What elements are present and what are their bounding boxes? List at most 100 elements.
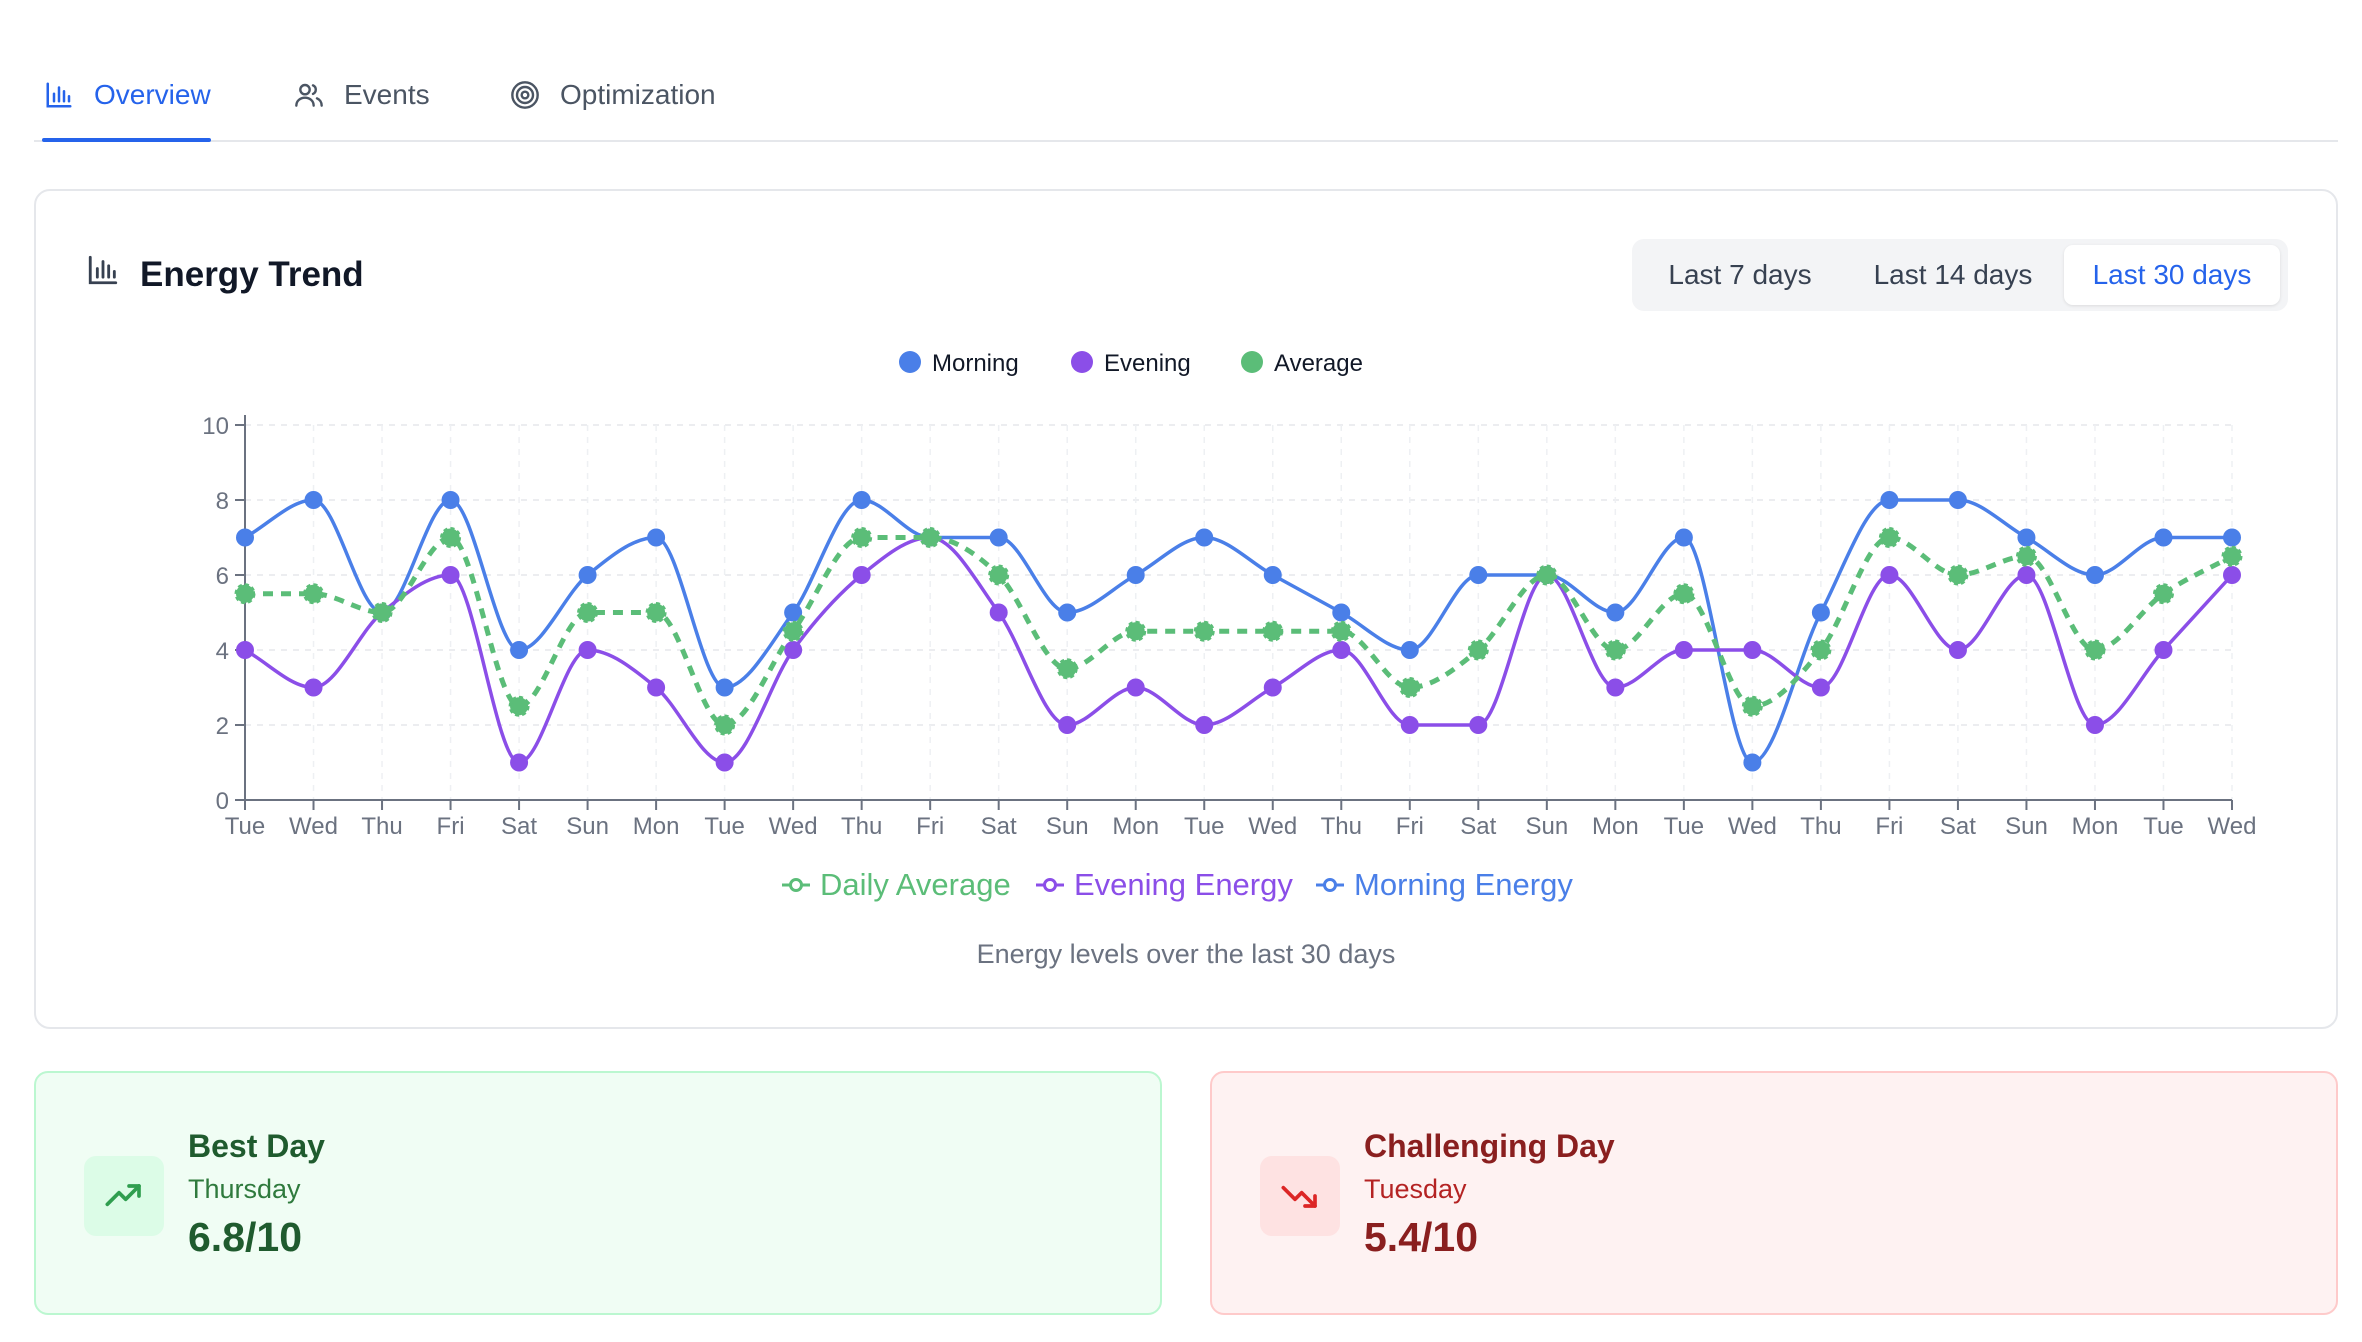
- evening-data-point: [989, 603, 1008, 622]
- morning-data-point: [1743, 753, 1762, 772]
- evening-data-point: [2223, 566, 2241, 584]
- average-data-point: [851, 527, 873, 548]
- morning-data-point: [989, 528, 1008, 547]
- legend-average-label: Average: [1274, 350, 1363, 377]
- best-day-name: Thursday: [188, 1174, 301, 1204]
- average-data-point: [1330, 620, 1352, 642]
- morning-data-point: [715, 678, 734, 697]
- evening-data-point: [1811, 678, 1830, 697]
- x-tick-label: Thu: [1321, 813, 1362, 840]
- evening-data-point: [1400, 716, 1419, 734]
- evening-data-point: [1332, 641, 1351, 659]
- average-data-point: [1399, 677, 1421, 698]
- average-data-point: [371, 602, 393, 623]
- tab-overview[interactable]: Overview: [42, 50, 211, 142]
- range-14-days-button[interactable]: Last 14 days: [1873, 259, 2033, 290]
- evening-data-point: [1126, 678, 1145, 697]
- trending-up-icon: [84, 1156, 164, 1236]
- x-tick-label: Wed: [2208, 813, 2257, 840]
- tab-bar: Overview Events Optimization: [34, 50, 2338, 142]
- evening-series-line: [244, 535, 2234, 765]
- card-title: Energy Trend: [86, 253, 364, 296]
- x-tick-label: Tue: [1664, 813, 1704, 840]
- x-tick-label: Wed: [769, 813, 818, 840]
- x-tick-label: Wed: [1728, 813, 1777, 840]
- x-tick-label: Mon: [2072, 813, 2119, 840]
- evening-data-point: [2017, 566, 2036, 584]
- energy-trend-card: Energy Trend Last 7 days Last 14 days La…: [34, 189, 2338, 1029]
- average-data-point: [2015, 545, 2037, 567]
- target-icon: [508, 78, 542, 112]
- legend-average-swatch: [1241, 351, 1263, 373]
- average-data-point: [1467, 639, 1489, 661]
- x-tick-label: Wed: [289, 813, 338, 840]
- average-data-point: [303, 583, 325, 605]
- evening-data-point: [784, 641, 803, 659]
- x-tick-label: Wed: [1248, 813, 1297, 840]
- tab-label: Overview: [94, 79, 211, 110]
- morning-data-point: [1948, 491, 1967, 509]
- card-title-text: Energy Trend: [140, 254, 364, 294]
- average-data-point: [577, 602, 599, 623]
- average-data-point: [2221, 545, 2243, 567]
- average-data-point: [714, 714, 736, 736]
- average-data-point: [2084, 639, 2106, 661]
- morning-data-point: [1400, 641, 1419, 659]
- average-data-point: [1056, 658, 1078, 680]
- users-icon: [292, 78, 326, 112]
- average-series-line: [245, 534, 2234, 728]
- average-data-point: [1604, 639, 1626, 661]
- x-tick-label: Sun: [1046, 813, 1089, 840]
- evening-data-point: [2154, 641, 2173, 659]
- average-data-point: [1947, 564, 1969, 586]
- average-data-point: [234, 583, 256, 605]
- x-tick-label: Fri: [1396, 813, 1424, 840]
- range-7-days-button[interactable]: Last 7 days: [1668, 259, 1812, 290]
- morning-data-point: [510, 641, 529, 659]
- average-data-point: [440, 527, 462, 548]
- evening-data-point: [852, 566, 871, 584]
- legend-line-average-label: Daily Average: [820, 867, 1011, 902]
- x-tick-label: Fri: [916, 813, 944, 840]
- tab-optimization[interactable]: Optimization: [508, 50, 716, 140]
- average-data-point: [1125, 620, 1147, 642]
- legend-evening-label: Evening: [1104, 350, 1191, 377]
- x-tick-label: Thu: [841, 813, 882, 840]
- average-data-point: [1810, 639, 1832, 661]
- evening-data-point: [1606, 678, 1625, 697]
- tab-events[interactable]: Events: [292, 50, 430, 140]
- average-data-point: [1673, 583, 1695, 605]
- evening-data-point: [510, 753, 529, 772]
- average-data-point: [1193, 620, 1215, 642]
- morning-data-point: [1058, 603, 1077, 622]
- challenging-day-score: 5.4/10: [1364, 1214, 1478, 1260]
- morning-data-point: [1469, 566, 1488, 584]
- morning-data-point: [236, 528, 254, 547]
- x-tick-label: Tue: [2143, 813, 2183, 840]
- average-data-point: [508, 695, 530, 717]
- evening-data-point: [1469, 716, 1488, 734]
- range-30-days-button[interactable]: Last 30 days: [2064, 245, 2280, 305]
- legend-morning-swatch: [899, 351, 921, 373]
- x-tick-label: Sat: [981, 813, 1017, 840]
- x-tick-label: Sat: [1460, 813, 1496, 840]
- x-tick-label: Fri: [1875, 813, 1903, 840]
- y-tick-label: 2: [216, 713, 229, 740]
- morning-data-point: [441, 491, 460, 509]
- x-tick-label: Tue: [704, 813, 744, 840]
- best-day-title: Best Day: [188, 1128, 325, 1164]
- legend-line-evening-marker: [1043, 878, 1057, 892]
- evening-data-point: [441, 566, 460, 584]
- x-tick-label: Thu: [361, 813, 402, 840]
- legend-line-morning-label: Morning Energy: [1354, 867, 1573, 902]
- evening-data-point: [304, 678, 323, 697]
- tab-label: Optimization: [560, 79, 716, 110]
- average-data-point: [2152, 583, 2174, 605]
- evening-data-point: [715, 753, 734, 772]
- energy-line-chart: 0 2 4 6 8 10 Tue Wed Thu Fri Sat Sun Mon Tue Wed Thu Fri…: [202, 350, 2257, 902]
- evening-data-point: [1674, 641, 1693, 659]
- legend-line-morning-marker: [1323, 878, 1337, 892]
- y-tick-label: 6: [216, 563, 229, 590]
- evening-data-point: [647, 678, 666, 697]
- legend-morning-label: Morning: [932, 350, 1019, 377]
